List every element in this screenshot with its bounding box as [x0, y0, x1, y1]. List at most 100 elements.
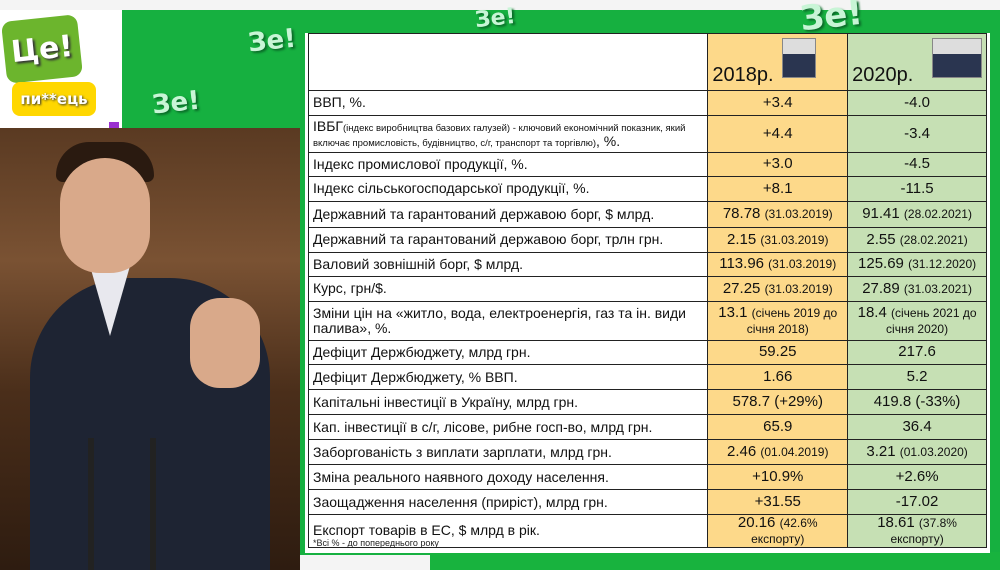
microphone-icon — [150, 438, 156, 570]
note-n2020: (28.02.2021) — [903, 207, 972, 222]
value-v2018: 65.9 — [763, 418, 793, 436]
channel-logo: Це! пи**ець — [0, 10, 122, 130]
cell-2018: +31.55 — [707, 489, 849, 515]
table-row: Експорт товарів в ЕС, $ млрд в рік. 20.16… — [307, 514, 987, 548]
value-v2020: 36.4 — [902, 418, 932, 436]
cell-2020: -11.5 — [847, 176, 987, 202]
table-row: Дефіцит Держбюджету, % ВВП. 1.66 5.2 — [307, 364, 987, 390]
value-v2018: +3.0 — [762, 155, 793, 173]
cell-2020: 18.4 (січень 2021 до січня 2020) — [847, 300, 987, 341]
cell-2018: 20.16 (42.6% експорту) — [707, 514, 849, 548]
label-cell: Капітальні інвестиції в Україну, млрд гр… — [307, 389, 709, 415]
value-v2020: 18.4 — [857, 303, 887, 321]
value-v2020: 3.21 — [866, 443, 896, 461]
value-v2020: -4.0 — [904, 93, 930, 111]
value-v2018: 27.25 — [722, 279, 761, 297]
label-cell: Зміни цін на «житло, вода, електроенергі… — [307, 300, 709, 341]
label-cell: Індекс промислової продукції, %. — [307, 151, 709, 177]
row-label: ІВБГ — [313, 117, 343, 134]
table-row: Кап. інвестиції в с/г, лісове, рибне гос… — [307, 414, 987, 440]
watermark: Зе! — [473, 3, 517, 34]
cell-2020: 5.2 — [847, 364, 987, 390]
microphone-icon — [88, 438, 94, 570]
table-row: Заборгованість з виплати зарплати, млрд … — [307, 439, 987, 465]
label-cell: Державний та гарантований державою борг,… — [307, 200, 709, 228]
table-row: Капітальні інвестиції в Україну, млрд гр… — [307, 389, 987, 415]
label-cell: Експорт товарів в ЕС, $ млрд в рік. — [307, 514, 709, 548]
cell-2018: 578.7 (+29%) — [707, 389, 849, 415]
cell-2018: +3.4 — [707, 90, 849, 116]
portrait-2020 — [932, 38, 983, 78]
row-label: Кап. інвестиції в с/г, лісове, рибне гос… — [313, 418, 653, 435]
row-label: Державний та гарантований державою борг,… — [313, 231, 664, 248]
hands — [190, 298, 260, 388]
note-n2018: (31.03.2019) — [760, 232, 829, 247]
note-n2020: (01.03.2020) — [899, 445, 968, 460]
cell-2020: -4.0 — [847, 90, 987, 116]
row-label: Державний та гарантований державою борг,… — [313, 205, 655, 222]
cell-2020: 36.4 — [847, 414, 987, 440]
cell-2018: +4.4 — [707, 114, 849, 153]
note-n2018: (січень 2019 до січня 2018) — [746, 305, 838, 336]
note-n2020: (31.12.2020) — [908, 257, 977, 272]
value-v2020: -3.4 — [904, 124, 930, 142]
table-row: ІВБГ(індекс виробництва базових галузей)… — [307, 114, 987, 153]
row-label: Заощадження населення (приріст), млрд гр… — [313, 493, 608, 510]
row-label: Зміни цін на «житло, вода, електроенергі… — [313, 304, 686, 336]
cell-2020: 217.6 — [847, 339, 987, 365]
cell-2018: 13.1 (січень 2019 до січня 2018) — [707, 300, 849, 341]
label-cell: ВВП, %. — [307, 90, 709, 116]
table-row: ВВП, %. +3.4 -4.0 — [307, 90, 987, 116]
label-cell: ІВБГ(індекс виробництва базових галузей)… — [307, 114, 709, 153]
header-empty — [307, 33, 709, 91]
row-label: Дефіцит Держбюджету, % ВВП. — [313, 368, 518, 385]
table-row: Заощадження населення (приріст), млрд гр… — [307, 489, 987, 515]
value-v2018: 578.7 (+29%) — [732, 393, 823, 411]
value-v2018: +10.9% — [752, 468, 804, 486]
cell-2020: 18.61 (37.8% експорту) — [847, 514, 987, 548]
value-v2020: -17.02 — [895, 493, 939, 511]
watermark: Зе! — [246, 23, 298, 59]
row-label-note: (індекс виробництва базових галузей) - к… — [313, 122, 686, 149]
cell-2020: 27.89 (31.03.2021) — [847, 276, 987, 302]
cell-2018: 27.25 (31.03.2019) — [707, 276, 849, 302]
cell-2018: 113.96 (31.03.2019) — [707, 251, 849, 277]
value-v2018: +3.4 — [762, 93, 793, 111]
value-v2018: 2.15 — [727, 230, 757, 248]
value-v2020: 419.8 (-33%) — [873, 393, 961, 411]
label-cell: Валовий зовнішній борг, $ млрд. — [307, 251, 709, 277]
row-label: Індекс промислової продукції, %. — [313, 155, 528, 172]
note-n2020: (січень 2021 до січня 2020) — [886, 305, 977, 336]
value-v2020: 91.41 — [862, 205, 900, 223]
table-row: Зміна реального наявного доходу населенн… — [307, 464, 987, 490]
header-2020-label: 2020р. — [852, 64, 914, 86]
value-v2020: 125.69 — [858, 255, 904, 273]
row-label: Заборгованість з виплати зарплати, млрд … — [313, 443, 612, 460]
label-cell: Заборгованість з виплати зарплати, млрд … — [307, 439, 709, 465]
cell-2020: -17.02 — [847, 489, 987, 515]
portrait-2018 — [782, 38, 817, 78]
note-n2020: (28.02.2021) — [899, 232, 968, 247]
row-label: Індекс сільськогосподарської продукції, … — [313, 180, 590, 197]
row-label: Капітальні інвестиції в Україну, млрд гр… — [313, 393, 579, 410]
table-row: Державний та гарантований державою борг,… — [307, 200, 987, 228]
label-cell: Курс, грн/$. — [307, 276, 709, 302]
header-2018: 2018р. — [707, 33, 849, 91]
cell-2018: 78.78 (31.03.2019) — [707, 200, 849, 228]
table-header: 2018р. 2020р. — [307, 33, 987, 91]
note-n2018: (31.03.2019) — [764, 281, 833, 296]
value-v2018: 78.78 — [722, 205, 761, 223]
note-n2018: (31.03.2019) — [768, 257, 837, 272]
bottom-band — [430, 552, 1000, 570]
value-v2018: 20.16 — [737, 514, 776, 531]
table-row: Індекс промислової продукції, %. +3.0 -4.5 — [307, 151, 987, 177]
value-v2018: 59.25 — [758, 343, 797, 361]
value-v2020: 2.55 — [866, 230, 896, 248]
label-cell: Кап. інвестиції в с/г, лісове, рибне гос… — [307, 414, 709, 440]
row-label: ВВП, %. — [313, 94, 366, 111]
cell-2020: -3.4 — [847, 114, 987, 153]
logo-bottom: пи**ець — [12, 82, 96, 116]
table-row: Державний та гарантований державою борг,… — [307, 226, 987, 253]
value-v2018: 2.46 — [727, 443, 757, 461]
row-label: Зміна реального наявного доходу населенн… — [313, 468, 609, 485]
